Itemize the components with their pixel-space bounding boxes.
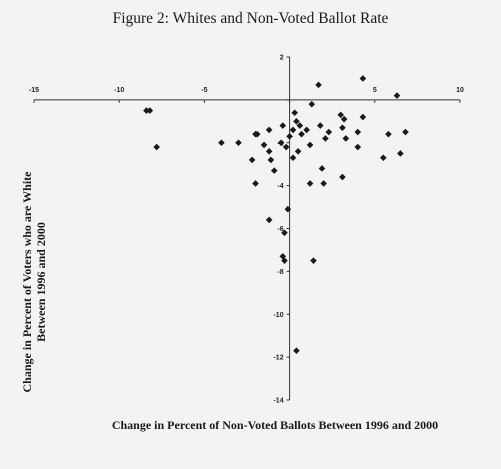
data-point xyxy=(286,133,293,140)
data-point xyxy=(303,126,310,134)
data-point xyxy=(279,253,287,260)
data-point xyxy=(252,180,259,187)
data-point xyxy=(306,141,314,149)
x-axis-label: Change in Percent of Non-Voted Ballots B… xyxy=(111,418,439,432)
data-point xyxy=(342,135,350,142)
y-tick-label: -4 xyxy=(277,183,283,190)
data-points xyxy=(143,75,409,354)
data-point xyxy=(298,130,305,138)
data-point xyxy=(359,113,367,121)
data-point xyxy=(277,139,285,147)
y-tick-label: -6 xyxy=(277,226,283,233)
data-point xyxy=(153,143,160,151)
data-point xyxy=(281,229,288,237)
data-point xyxy=(291,109,299,117)
y-tick-label: -10 xyxy=(273,312,283,319)
data-point xyxy=(146,107,154,114)
data-point xyxy=(282,143,290,151)
data-point xyxy=(359,75,367,82)
y-axis-label-line-2: Between 1996 and 2000 xyxy=(34,222,48,342)
data-point xyxy=(393,92,401,99)
data-point xyxy=(270,167,278,174)
data-point xyxy=(296,122,304,129)
data-point xyxy=(143,107,150,114)
y-axis-label-line-1: Change in Percent of Voters who are Whit… xyxy=(20,171,34,393)
data-point xyxy=(325,128,333,136)
x-tick-label: -10 xyxy=(114,87,124,94)
data-point xyxy=(402,128,409,136)
data-point xyxy=(265,148,273,155)
data-point xyxy=(267,156,275,164)
data-point xyxy=(265,126,273,134)
data-point xyxy=(306,180,314,187)
data-point xyxy=(380,154,387,162)
data-point xyxy=(218,139,225,147)
data-point xyxy=(308,100,316,108)
data-point xyxy=(293,347,300,354)
data-point xyxy=(385,130,392,138)
data-point xyxy=(284,205,292,213)
y-tick-label: -14 xyxy=(273,398,283,405)
data-point xyxy=(289,154,297,162)
data-point xyxy=(337,111,345,119)
data-point xyxy=(294,148,302,155)
data-point xyxy=(318,165,326,172)
data-point xyxy=(397,150,404,157)
data-point xyxy=(279,122,287,129)
data-point xyxy=(235,139,242,147)
data-point xyxy=(354,128,362,136)
x-tick-label: 5 xyxy=(373,87,377,94)
data-point xyxy=(354,143,362,151)
data-point xyxy=(315,81,322,89)
y-tick-label: 2 xyxy=(280,55,284,62)
data-point xyxy=(310,257,317,264)
y-tick-label: -8 xyxy=(277,269,283,276)
data-point xyxy=(289,126,297,134)
data-point xyxy=(265,216,273,224)
data-point xyxy=(260,141,268,149)
data-point xyxy=(322,135,329,142)
data-point xyxy=(316,122,324,129)
axes xyxy=(33,56,461,401)
data-point xyxy=(339,173,346,181)
data-point xyxy=(281,257,288,264)
y-tick-label: -12 xyxy=(273,355,283,362)
data-point xyxy=(320,180,327,187)
y-axis-label: Change in Percent of Voters who are Whit… xyxy=(20,162,48,402)
x-tick-label: -5 xyxy=(201,87,207,94)
data-point xyxy=(293,118,300,125)
data-point xyxy=(339,124,346,132)
x-tick-label: -15 xyxy=(29,87,39,94)
data-point xyxy=(340,115,348,123)
data-point xyxy=(253,130,261,138)
chart-title: Figure 2: Whites and Non-Voted Ballot Ra… xyxy=(112,10,389,27)
x-tick-label: 10 xyxy=(456,87,464,94)
data-point xyxy=(248,156,256,164)
